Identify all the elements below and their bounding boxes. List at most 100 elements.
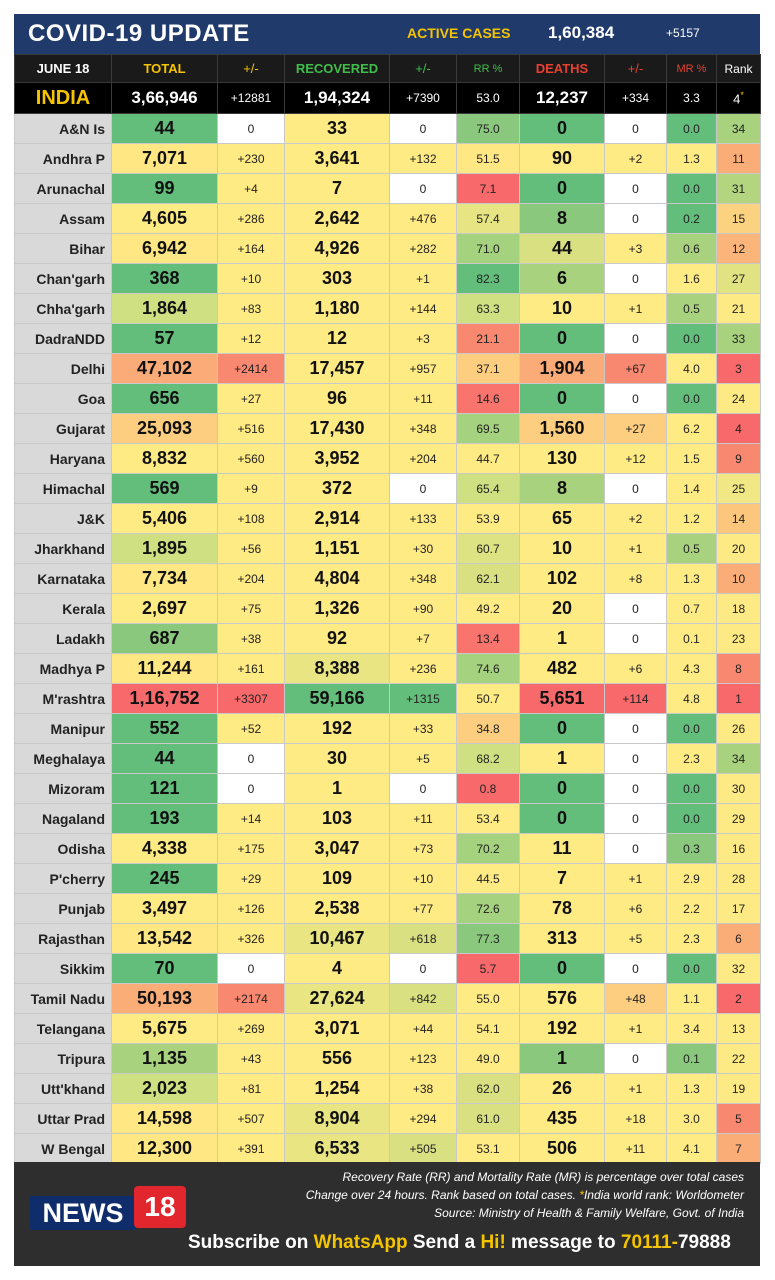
- deaths-delta-cell: 0: [604, 473, 667, 504]
- state-name: Madhya P: [14, 653, 112, 684]
- deaths-delta-cell: 0: [604, 803, 667, 834]
- recovered-delta-cell: +3: [389, 323, 457, 354]
- recovered-cell: 2,538: [284, 893, 390, 924]
- rr-cell: 68.2: [456, 743, 520, 774]
- india-rank-mark: *: [740, 89, 744, 100]
- rr-cell: 82.3: [456, 263, 520, 294]
- state-name: Mizoram: [14, 773, 112, 804]
- rr-cell: 50.7: [456, 683, 520, 714]
- rank-cell: 32: [716, 953, 761, 984]
- mr-cell: 2.3: [666, 743, 717, 774]
- recovered-cell: 2,642: [284, 203, 390, 234]
- rank-cell: 18: [716, 593, 761, 624]
- state-name: Bihar: [14, 233, 112, 264]
- page-title: COVID-19 UPDATE: [28, 20, 250, 47]
- mr-cell: 0.3: [666, 833, 717, 864]
- state-name: Tamil Nadu: [14, 983, 112, 1014]
- rr-cell: 13.4: [456, 623, 520, 654]
- rank-cell: 10: [716, 563, 761, 594]
- rank-cell: 17: [716, 893, 761, 924]
- total-delta-cell: +507: [217, 1103, 285, 1134]
- recovered-delta-cell: +123: [389, 1043, 457, 1074]
- recovered-cell: 3,047: [284, 833, 390, 864]
- deaths-cell: 0: [519, 173, 605, 204]
- recovered-delta-cell: 0: [389, 953, 457, 984]
- rank-cell: 25: [716, 473, 761, 504]
- rank-header: Rank: [716, 54, 761, 83]
- deaths-cell: 0: [519, 113, 605, 144]
- rr-header: RR %: [456, 54, 520, 83]
- recovered-delta-cell: +133: [389, 503, 457, 534]
- active-cases-label: ACTIVE CASES: [407, 25, 511, 41]
- recovered-cell: 3,952: [284, 443, 390, 474]
- rank-cell: 8: [716, 653, 761, 684]
- rr-cell: 57.4: [456, 203, 520, 234]
- state-name: W Bengal: [14, 1133, 112, 1164]
- deaths-cell: 0: [519, 713, 605, 744]
- state-name: Gujarat: [14, 413, 112, 444]
- india-rank: 4: [733, 91, 741, 107]
- deaths-cell: 0: [519, 953, 605, 984]
- india-label: INDIA: [14, 82, 112, 114]
- mr-cell: 1.1: [666, 983, 717, 1014]
- state-name: Delhi: [14, 353, 112, 384]
- state-name: Ladakh: [14, 623, 112, 654]
- state-name: Meghalaya: [14, 743, 112, 774]
- deaths-cell: 1: [519, 743, 605, 774]
- table-row: Chan'garh 368 +10 303 +1 82.3 6 0 1.6 27: [14, 263, 761, 294]
- mr-cell: 1.3: [666, 563, 717, 594]
- deaths-delta-cell: 0: [604, 773, 667, 804]
- total-cell: 368: [111, 263, 218, 294]
- deaths-cell: 1,560: [519, 413, 605, 444]
- recovered-cell: 192: [284, 713, 390, 744]
- deaths-delta-cell: +8: [604, 563, 667, 594]
- total-cell: 14,598: [111, 1103, 218, 1134]
- table-row: Mizoram 121 0 1 0 0.8 0 0 0.0 30: [14, 773, 761, 804]
- mr-cell: 6.2: [666, 413, 717, 444]
- india-deaths-delta: +334: [604, 82, 667, 114]
- mr-cell: 1.6: [666, 263, 717, 294]
- rank-cell: 29: [716, 803, 761, 834]
- table-row: Bihar 6,942 +164 4,926 +282 71.0 44 +3 0.6 12: [14, 233, 761, 264]
- state-name: Haryana: [14, 443, 112, 474]
- total-delta-cell: +326: [217, 923, 285, 954]
- hi-text: Hi!: [480, 1232, 506, 1253]
- total-cell: 1,864: [111, 293, 218, 324]
- deaths-delta-cell: +27: [604, 413, 667, 444]
- recovered-cell: 12: [284, 323, 390, 354]
- recovered-cell: 7: [284, 173, 390, 204]
- table-row: P'cherry 245 +29 109 +10 44.5 7 +1 2.9 28: [14, 863, 761, 894]
- note-rank-source: India world rank: Worldometer: [583, 1188, 744, 1202]
- total-delta-cell: +175: [217, 833, 285, 864]
- recovered-cell: 1,151: [284, 533, 390, 564]
- total-delta-cell: +75: [217, 593, 285, 624]
- rr-cell: 49.0: [456, 1043, 520, 1074]
- table-row: Goa 656 +27 96 +11 14.6 0 0 0.0 24: [14, 383, 761, 414]
- recovered-cell: 30: [284, 743, 390, 774]
- table-row: Uttar Prad 14,598 +507 8,904 +294 61.0 435 +18 3…: [14, 1103, 761, 1134]
- mr-cell: 0.1: [666, 623, 717, 654]
- total-cell: 2,697: [111, 593, 218, 624]
- rr-cell: 53.1: [456, 1133, 520, 1164]
- recovered-delta-cell: +236: [389, 653, 457, 684]
- total-delta-cell: +161: [217, 653, 285, 684]
- note-change-text: Change over 24 hours. Rank based on tota…: [305, 1188, 580, 1202]
- mr-cell: 0.6: [666, 233, 717, 264]
- india-total: 3,66,946: [111, 82, 218, 114]
- mr-cell: 1.4: [666, 473, 717, 504]
- total-delta-cell: +56: [217, 533, 285, 564]
- mr-cell: 4.3: [666, 653, 717, 684]
- state-name: Sikkim: [14, 953, 112, 984]
- recovered-delta-header: +/-: [389, 54, 457, 83]
- recovered-cell: 109: [284, 863, 390, 894]
- rank-cell: 7: [716, 1133, 761, 1164]
- recovered-delta-cell: +1315: [389, 683, 457, 714]
- recovered-cell: 27,624: [284, 983, 390, 1014]
- total-delta-cell: +12: [217, 323, 285, 354]
- table-row: Meghalaya 44 0 30 +5 68.2 1 0 2.3 34: [14, 743, 761, 774]
- recovered-cell: 4,804: [284, 563, 390, 594]
- total-delta-cell: +2174: [217, 983, 285, 1014]
- total-cell: 47,102: [111, 353, 218, 384]
- state-name: Rajasthan: [14, 923, 112, 954]
- deaths-delta-cell: +12: [604, 443, 667, 474]
